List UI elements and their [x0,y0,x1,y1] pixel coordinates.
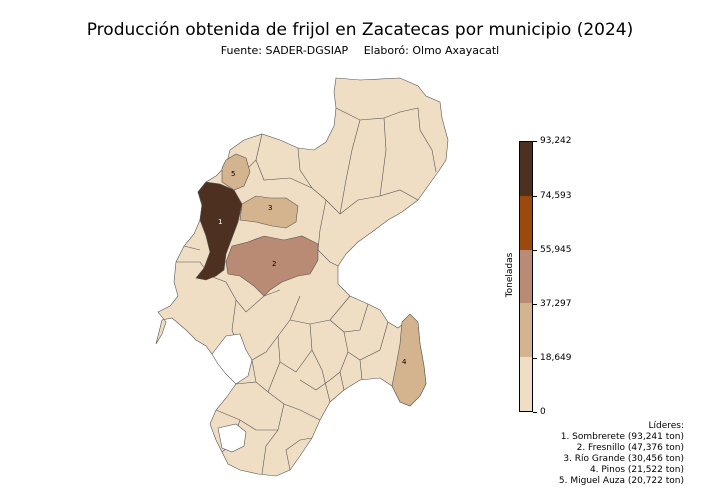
tick-label: 74,593 [540,191,572,201]
tick-mark [533,250,537,251]
colorbar-segment-3 [520,249,532,304]
colorbar-segment-5 [520,142,532,196]
tick-mark [533,304,537,305]
source-text: Fuente: SADER-DGSIAP [220,44,349,57]
tick-mark [533,412,537,413]
colorbar-segment-4 [520,195,532,250]
tick-label: 93,242 [540,136,572,146]
leaders-heading: Líderes: [648,421,684,431]
author-text: Elaboró: Olmo Axayacatl [363,44,500,57]
label-4: 4 [402,358,407,366]
no-data-region [211,333,253,385]
map-title: Producción obtenida de frijol en Zacatec… [86,20,634,40]
colorbar-segment-1 [520,357,532,411]
leader-item: 4. Pinos (21,522 ton) [589,465,684,475]
colorbar [519,141,533,412]
label-2: 2 [272,260,276,268]
no-data-regions [211,333,253,453]
tick-mark [533,358,537,359]
label-3: 3 [268,204,272,212]
tick-mark [533,196,537,197]
colorbar-label: Toneladas [505,252,515,298]
label-1: 1 [218,218,222,226]
region-miguel-auza [221,153,251,191]
leaders-list: Líderes: 1. Sombrerete (93,241 ton) 2. F… [559,421,684,487]
region-rio-grande [239,195,299,229]
no-data-region [217,423,247,453]
map-subtitle: Fuente: SADER-DGSIAP Elaboró: Olmo Axaya… [0,44,720,57]
leader-item: 1. Sombrerete (93,241 ton) [560,432,684,442]
leader-item: 5. Miguel Auza (20,722 ton) [558,476,684,486]
leader-item: 2. Fresnillo (47,376 ton) [576,443,684,453]
tick-label: 37,297 [540,299,572,309]
tick-label: 0 [540,407,546,417]
tick-label: 18,649 [540,353,572,363]
region-pinos [391,313,427,407]
region-sombrerete [195,181,243,281]
leader-item: 3. Río Grande (30,456 ton) [563,454,684,464]
region-fresnillo [225,235,319,297]
tick-mark [533,141,537,142]
colorbar-segment-2 [520,303,532,358]
tick-label: 55,945 [540,245,572,255]
label-5: 5 [231,170,235,178]
